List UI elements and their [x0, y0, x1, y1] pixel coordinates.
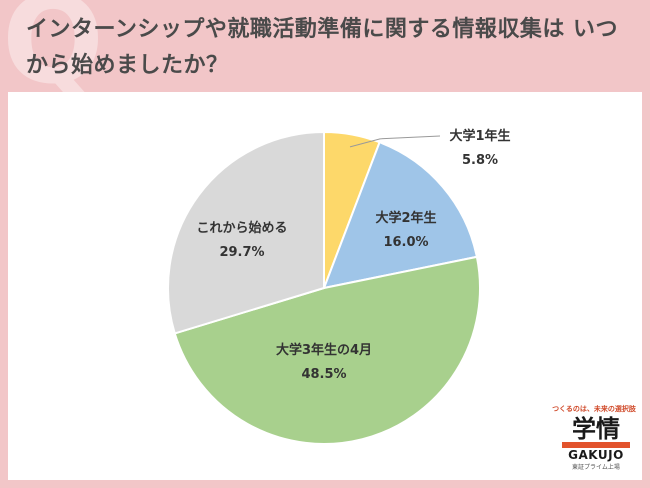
pie-slice [167, 130, 325, 335]
page-title: インターンシップや就職活動準備に関する情報収集は いつから始めましたか？ [26, 17, 619, 78]
slice-category-label: これから始める [196, 220, 287, 236]
chart-panel: 大学1年生 5.8% 大学2年生 16.0% 大学3年生の4月 48.5% これから始める 2… [8, 92, 642, 480]
logo-tagline: つくるのは、未来の選択肢 [552, 405, 636, 413]
slice-value-label: 48.5% [301, 367, 346, 382]
gakujo-logo: つくるのは、未来の選択肢 学情 GAKUJO 東証プライム上場 [552, 404, 636, 474]
slice-category-label: 大学3年生の4月 [276, 342, 372, 358]
leader-line [349, 135, 441, 148]
pie-slice [322, 140, 479, 290]
slice-category-label: 大学2年生 [375, 210, 436, 226]
slice-category-label: 大学1年生 [449, 128, 510, 144]
slice-value-label: 29.7% [219, 245, 264, 260]
slice-value-label: 5.8% [462, 153, 498, 168]
logo-bar [562, 442, 630, 448]
pie-slice [173, 255, 481, 445]
logo-mark: 学情 [572, 415, 620, 443]
background-q-letter: Q [2, 0, 105, 111]
slice-value-label: 16.0% [383, 235, 428, 250]
pie-chart: 大学1年生 5.8% 大学2年生 16.0% 大学3年生の4月 48.5% これから始める 2… [167, 128, 511, 445]
logo-wordmark: GAKUJO [568, 448, 624, 462]
logo-subtext: 東証プライム上場 [572, 464, 620, 471]
